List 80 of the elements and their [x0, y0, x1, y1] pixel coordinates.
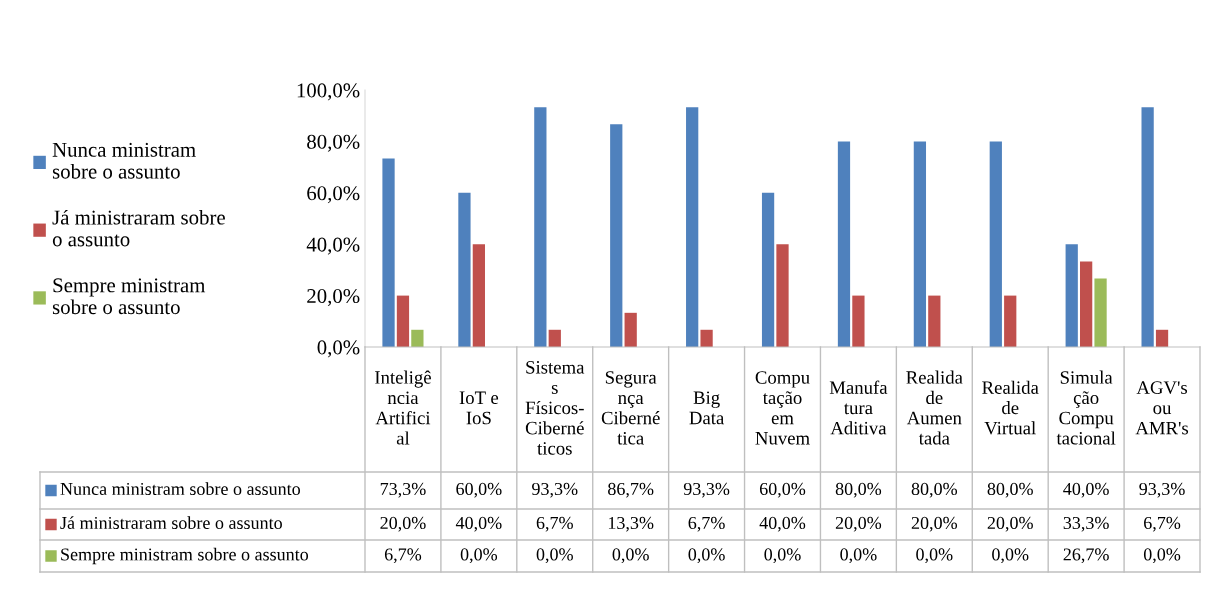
data-label: 26,7% — [1063, 548, 1109, 564]
x-tick-label: Inteligê ncia Artifici al — [375, 370, 431, 445]
legend-label: Já ministraram sobre o assunto — [52, 209, 225, 247]
bar — [761, 192, 775, 347]
x-tick-label: AGV's ou AMR's — [1135, 381, 1189, 435]
data-label: 0,0% — [1143, 548, 1181, 564]
bar — [534, 107, 547, 347]
data-label: 0,0% — [764, 548, 801, 564]
x-tick-label: IoT e IoS — [459, 391, 499, 425]
data-label: 0,0% — [992, 548, 1029, 564]
x-tick-label: Manufa tura Aditiva — [829, 380, 888, 435]
data-label: 40,0% — [759, 516, 806, 532]
x-tick-label: Simula ção Compu tacional — [1056, 370, 1116, 445]
y-tick-label: 80,0% — [307, 134, 360, 152]
bar — [1141, 107, 1154, 347]
data-label: 6,7% — [384, 548, 422, 564]
bar — [411, 329, 424, 347]
bar — [776, 244, 789, 347]
bar — [989, 141, 1002, 347]
data-label: 0,0% — [916, 548, 953, 564]
bar — [913, 141, 927, 347]
x-tick-label: Sistema s Físicos- Ciberné ticos — [525, 361, 585, 455]
data-label: 60,0% — [759, 482, 806, 498]
x-tick-label: Realida de Virtual — [982, 380, 1039, 435]
data-label: 0,0% — [688, 548, 725, 564]
data-label: 40,0% — [455, 516, 502, 532]
data-label: 40,0% — [1063, 482, 1109, 498]
y-tick-label: 40,0% — [306, 237, 360, 255]
bar — [700, 329, 713, 347]
y-tick-label: 0,0% — [317, 340, 360, 358]
data-label: 93,3% — [683, 482, 730, 498]
bar — [458, 192, 471, 347]
y-tick-label: 100,0% — [297, 83, 360, 101]
x-tick-label: Segura nça Ciberné tica — [601, 371, 660, 445]
data-label: 20,0% — [835, 516, 882, 532]
data-label: 33,3% — [1063, 516, 1109, 532]
bar — [686, 107, 699, 347]
data-label: 13,3% — [608, 516, 654, 532]
data-label: 6,7% — [688, 516, 725, 532]
data-label: 86,7% — [608, 482, 654, 498]
bar — [548, 329, 561, 347]
bar — [396, 295, 410, 347]
data-label: 80,0% — [987, 482, 1033, 498]
bar — [610, 124, 623, 347]
x-tick-label: Compu tação em Nuvem — [755, 371, 810, 445]
legend-label: Sempre ministram sobre o assunto — [52, 278, 206, 315]
bar — [837, 141, 851, 347]
data-label: 93,3% — [532, 482, 578, 498]
data-label: 6,7% — [536, 516, 573, 532]
data-label: 93,3% — [1139, 482, 1185, 498]
data-label: 80,0% — [911, 482, 958, 498]
data-label: 60,0% — [456, 482, 502, 498]
data-label: 0,0% — [460, 548, 498, 564]
text: Já ministraram sobre o assunto — [60, 516, 282, 530]
bar — [928, 295, 941, 347]
bar — [1094, 278, 1107, 347]
data-label: 20,0% — [987, 516, 1033, 532]
data-label: 0,0% — [612, 548, 649, 564]
data-label: 20,0% — [911, 516, 958, 532]
y-tick-label: 60,0% — [307, 186, 360, 204]
y-tick-label: 20,0% — [307, 288, 360, 307]
data-label: 73,3% — [380, 482, 426, 498]
bar — [472, 244, 485, 347]
data-label: 0,0% — [536, 548, 573, 564]
bar — [852, 295, 865, 347]
bar — [382, 158, 395, 347]
bar — [624, 312, 637, 347]
bar — [1080, 261, 1093, 347]
x-tick-label: Big Data — [689, 391, 725, 425]
text: Sempre ministram sobre o assunto — [61, 547, 309, 565]
bar — [1004, 295, 1017, 347]
legend-label: Nunca ministram sobre o assunto — [60, 482, 301, 496]
data-label: 20,0% — [380, 516, 426, 532]
data-label: 6,7% — [1144, 516, 1181, 532]
bar — [1065, 244, 1078, 347]
text: Nunca ministram sobre o assunto — [52, 142, 196, 179]
data-label: 0,0% — [840, 548, 877, 564]
bar — [1155, 329, 1169, 347]
data-label: 80,0% — [835, 482, 882, 498]
x-tick-label: Realida de Aumen tada — [906, 370, 963, 445]
